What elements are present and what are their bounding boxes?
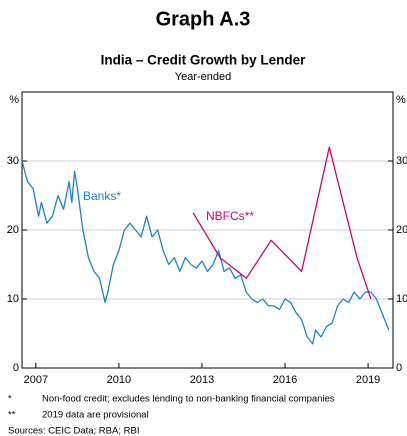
chart-note: Year-ended [175, 71, 231, 83]
series-line [192, 146, 372, 300]
y-unit: % [9, 94, 19, 106]
chart-subtitle: India – Credit Growth by Lender [101, 53, 307, 68]
series-line [21, 160, 390, 345]
y-tick-label: 10 [7, 293, 19, 305]
series-label: NBFCs** [206, 209, 254, 223]
series-label: Banks* [83, 189, 121, 203]
footnote-text: Non-food credit; excludes lending to non… [42, 394, 335, 405]
y2-tick-label: 20 [396, 224, 407, 236]
y-tick-label: 20 [7, 224, 19, 236]
chart-title: Graph A.3 [156, 8, 251, 30]
footnote-mark: * [8, 394, 12, 405]
x-tick-label: 2007 [24, 374, 48, 386]
footnote-mark: ** [8, 410, 16, 421]
y2-tick-label: 0 [396, 362, 402, 374]
x-tick-label: 2010 [107, 374, 131, 386]
y2-tick-label: 10 [396, 293, 407, 305]
x-tick-label: 2016 [273, 374, 297, 386]
x-tick-label: 2013 [190, 374, 214, 386]
y2-unit: % [396, 94, 406, 106]
y-tick-label: 0 [13, 362, 19, 374]
y-tick-label: 30 [7, 155, 19, 167]
footnote-text: 2019 data are provisional [42, 410, 149, 421]
sources: Sources: CEIC Data; RBA; RBI [8, 426, 139, 436]
plot-frame [21, 91, 394, 369]
x-tick-label: 2019 [356, 374, 380, 386]
y2-tick-label: 30 [396, 155, 407, 167]
